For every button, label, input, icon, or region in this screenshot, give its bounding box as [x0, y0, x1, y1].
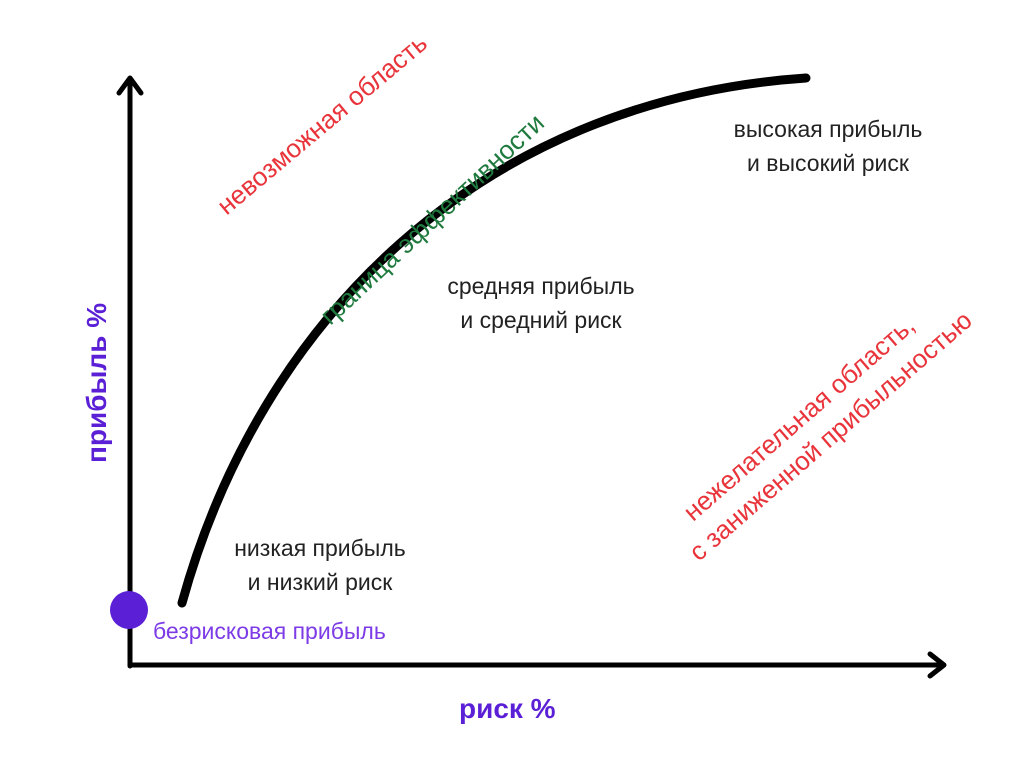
medium-region-line-2: и средний риск — [460, 307, 622, 333]
high-region-line-2: и высокий риск — [747, 150, 909, 176]
high-region-line-1: высокая прибыль — [733, 116, 923, 142]
medium-region-line-1: средняя прибыль — [447, 273, 635, 299]
low-region-line-2: и низкий риск — [247, 569, 393, 595]
high-region-label: высокая прибыль и высокий риск — [712, 112, 944, 180]
medium-region-label: средняя прибыль и средний риск — [425, 269, 657, 337]
x-axis-arrowhead — [927, 651, 947, 679]
y-axis-arrowhead — [116, 75, 144, 96]
y-axis-label: прибыль % — [81, 302, 112, 463]
risk-free-point — [110, 591, 148, 629]
risk-free-label: безрисковая прибыль — [153, 618, 386, 644]
efficient-frontier-curve — [177, 73, 811, 608]
low-region-line-1: низкая прибыль — [234, 535, 406, 561]
x-axis-label: риск % — [459, 693, 556, 724]
low-region-label: низкая прибыль и низкий риск — [210, 531, 430, 599]
